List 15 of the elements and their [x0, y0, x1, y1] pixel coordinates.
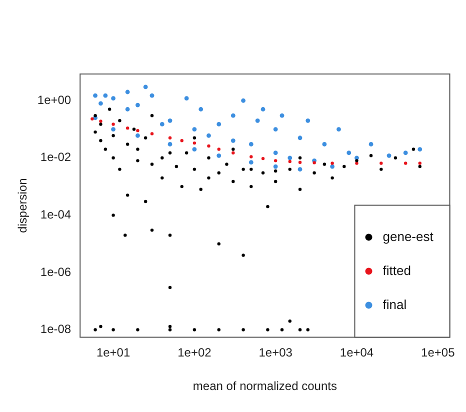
legend-label: gene-est — [382, 228, 434, 244]
y-axis-title: dispersion — [16, 178, 30, 233]
y-tick-label: 1e-02 — [40, 150, 72, 164]
x-tick-label: 1e+02 — [178, 346, 212, 360]
x-axis-title: mean of normalized counts — [192, 379, 337, 394]
y-tick-label: 1e+00 — [37, 92, 72, 107]
y-tick-label: 1e-08 — [40, 322, 72, 336]
x-tick-label: 1e+04 — [340, 346, 374, 360]
x-tick-label: 1e+01 — [96, 346, 130, 360]
x-tick-label: 1e+05 — [421, 346, 456, 360]
y-tick-label: 1e-04 — [40, 208, 72, 222]
x-tick-label: 1e+03 — [258, 346, 293, 360]
legend-label: fitted — [382, 262, 411, 278]
legend-label: final — [382, 296, 407, 312]
y-tick-label: 1e-06 — [40, 264, 72, 279]
